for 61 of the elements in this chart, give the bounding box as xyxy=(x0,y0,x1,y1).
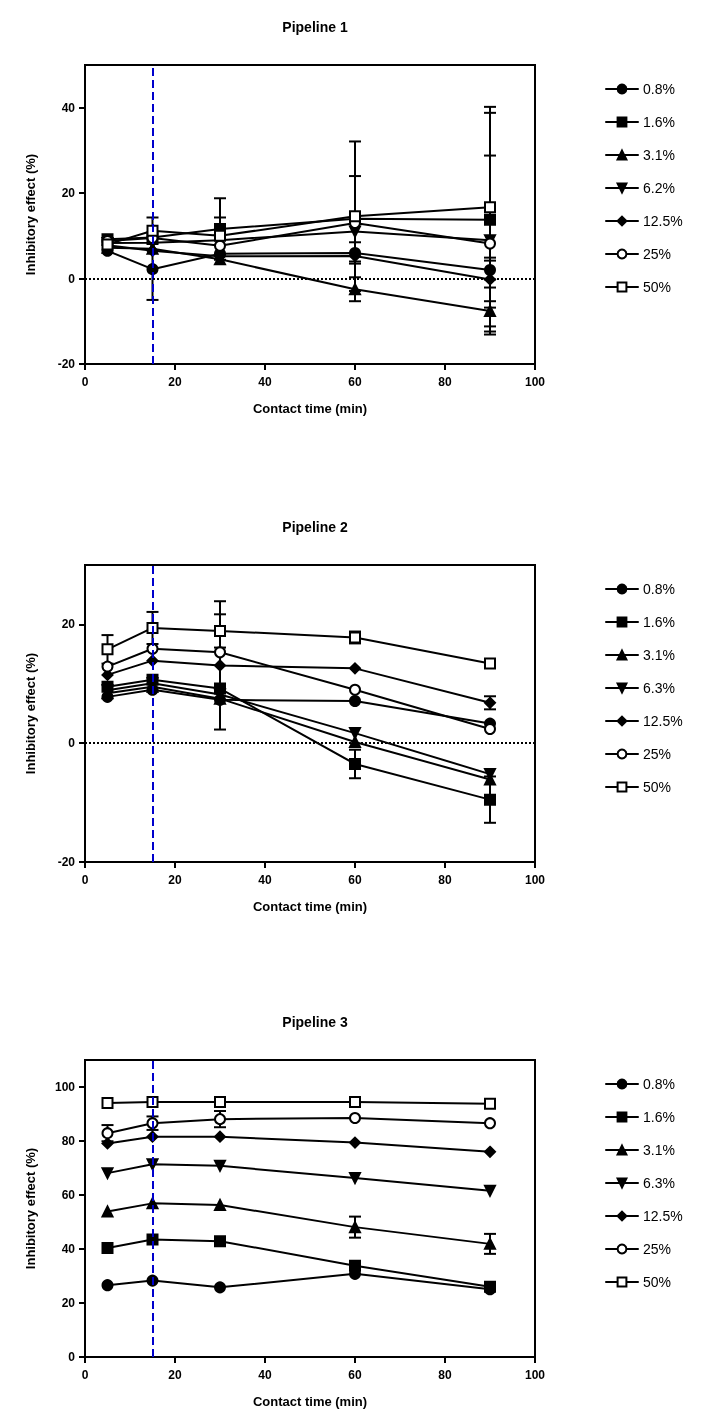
y-tick-label: 60 xyxy=(61,1188,76,1202)
legend-label: 1.6% xyxy=(643,114,675,130)
legend-label: 6.3% xyxy=(643,680,675,696)
chart-title: Pipeline 1 xyxy=(282,19,348,35)
x-tick-label: 20 xyxy=(168,1368,182,1382)
x-tick-label: 20 xyxy=(168,873,182,887)
legend-label: 3.1% xyxy=(643,647,675,663)
x-tick-label: 0 xyxy=(81,1368,89,1382)
y-axis-title: Inhibitory effect (%) xyxy=(23,153,38,276)
legend-label: 0.8% xyxy=(643,1076,675,1092)
legend-label: 6.3% xyxy=(643,1175,675,1191)
legend-label: 3.1% xyxy=(643,147,675,163)
x-tick-label: 100 xyxy=(524,873,546,887)
legend-label: 12.5% xyxy=(643,1208,683,1224)
legend-label: 25% xyxy=(643,746,672,762)
y-tick-label: 20 xyxy=(61,186,76,201)
y-tick-label: 80 xyxy=(61,1134,76,1148)
x-tick-label: 100 xyxy=(524,1368,546,1382)
legend-label: 3.1% xyxy=(643,1142,675,1158)
x-tick-label: 80 xyxy=(438,375,452,389)
legend-label: 50% xyxy=(643,779,672,795)
chart-title: Pipeline 3 xyxy=(282,1014,348,1030)
y-tick-label: 0 xyxy=(68,1350,76,1364)
x-tick-label: 80 xyxy=(438,873,452,887)
y-tick-label: 40 xyxy=(61,1242,76,1256)
legend-label: 0.8% xyxy=(643,581,675,597)
legend-label: 25% xyxy=(643,1241,672,1257)
x-axis-title: Contact time (min) xyxy=(252,1394,368,1409)
legend-label: 12.5% xyxy=(643,213,683,229)
x-tick-label: 0 xyxy=(81,873,89,887)
x-tick-label: 40 xyxy=(258,375,272,389)
y-tick-label: 20 xyxy=(61,1296,76,1310)
legend-label: 0.8% xyxy=(643,81,675,97)
legend-label: 25% xyxy=(643,246,672,262)
x-tick-label: 20 xyxy=(168,375,182,389)
x-axis-title: Contact time (min) xyxy=(252,899,368,914)
y-tick-label: 40 xyxy=(61,100,76,115)
y-axis-title: Inhibitory effect (%) xyxy=(23,652,38,775)
y-tick-label: -20 xyxy=(57,357,76,371)
y-tick-label: 0 xyxy=(68,271,76,286)
legend-label: 50% xyxy=(643,1274,672,1290)
x-tick-label: 60 xyxy=(348,1368,362,1382)
legend-label: 12.5% xyxy=(643,713,683,729)
x-tick-label: 60 xyxy=(348,375,362,389)
legend-label: 6.2% xyxy=(643,180,675,196)
x-tick-label: 100 xyxy=(524,375,546,389)
y-tick-label: -20 xyxy=(57,855,76,869)
legend-label: 1.6% xyxy=(643,614,675,630)
y-axis-title: Inhibitory effect (%) xyxy=(23,1147,38,1270)
chart-title: Pipeline 2 xyxy=(282,519,348,535)
x-tick-label: 60 xyxy=(348,873,362,887)
legend-label: 1.6% xyxy=(643,1109,675,1125)
x-tick-label: 0 xyxy=(81,375,89,389)
y-tick-label: 20 xyxy=(61,617,76,632)
y-tick-label: 0 xyxy=(68,736,76,751)
x-tick-label: 40 xyxy=(258,1368,272,1382)
legend-label: 50% xyxy=(643,279,672,295)
x-axis-title: Contact time (min) xyxy=(252,401,368,416)
x-tick-label: 40 xyxy=(258,873,272,887)
y-tick-label: 100 xyxy=(54,1080,76,1094)
x-tick-label: 80 xyxy=(438,1368,452,1382)
